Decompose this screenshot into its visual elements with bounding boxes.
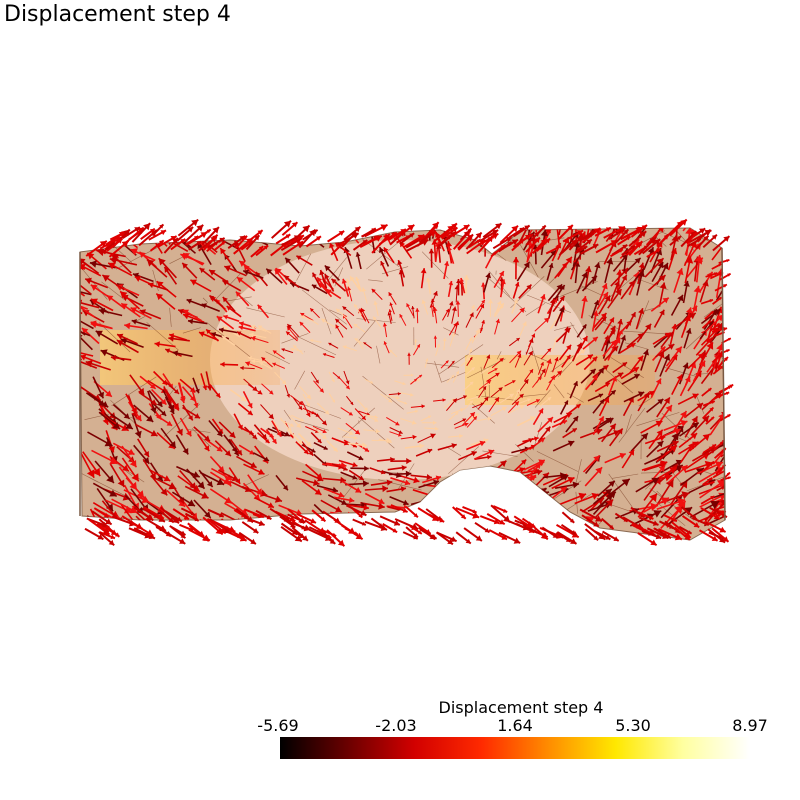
colorbar-tick-label: 1.64 [497, 716, 533, 735]
mesh-scene [79, 218, 734, 547]
colorbar-tick-label: 8.97 [732, 716, 768, 735]
colorbar-tick-label: 5.30 [615, 716, 651, 735]
colorbar-tick-label: -2.03 [375, 716, 417, 735]
render-viewport[interactable] [0, 0, 800, 680]
colorbar [280, 737, 750, 759]
plot-title: Displacement step 4 [4, 2, 231, 27]
colorbar-tick-label: -5.69 [257, 716, 299, 735]
colorbar-title: Displacement step 4 [438, 698, 604, 717]
